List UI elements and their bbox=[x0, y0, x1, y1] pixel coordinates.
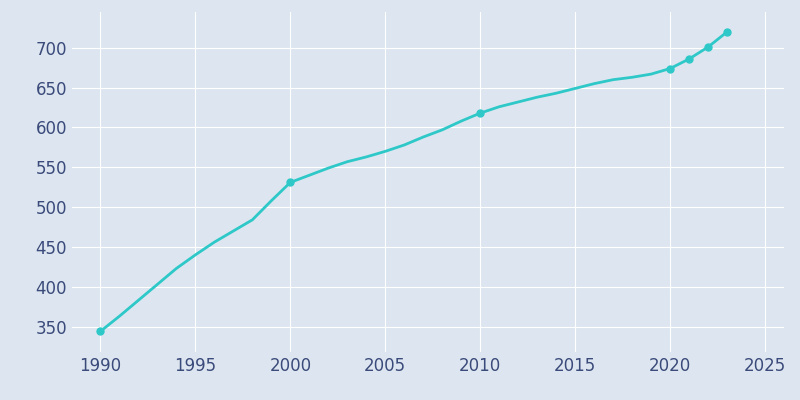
Point bbox=[474, 110, 486, 116]
Point bbox=[682, 56, 695, 62]
Point bbox=[284, 179, 297, 186]
Point bbox=[664, 65, 677, 72]
Point bbox=[721, 29, 734, 35]
Point bbox=[702, 44, 714, 50]
Point bbox=[94, 328, 107, 334]
